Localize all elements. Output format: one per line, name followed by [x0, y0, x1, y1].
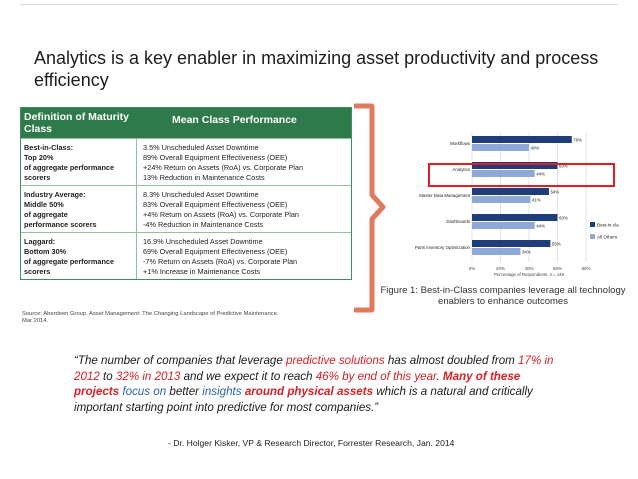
class-line: of aggregate performance [24, 257, 115, 266]
bar [472, 170, 535, 177]
category-label: Analytics [452, 167, 470, 172]
category-label: Master Data Management [419, 193, 471, 198]
table-row: Industry Average: Middle 50% of aggregat… [21, 185, 351, 232]
class-line: of aggregate performance [24, 163, 115, 172]
quote-text: “The number of companies that leverage p… [74, 353, 554, 415]
quote-highlight: around physical assets [244, 385, 374, 398]
legend-swatch [590, 222, 595, 227]
class-line: Laggard: [24, 237, 56, 246]
metric-line: 13% Reduction in Maintenance Costs [143, 173, 265, 182]
bar [472, 222, 535, 229]
quote-highlight: predictive solutions [286, 354, 385, 367]
metric-line: 8.3% Unscheduled Asset Downtime [143, 190, 259, 199]
table-header: Definition of Maturity Class Mean Class … [21, 108, 351, 138]
maturity-table: Definition of Maturity Class Mean Class … [20, 107, 352, 280]
quote-segment: better [166, 385, 203, 398]
class-cell: Laggard: Bottom 30% of aggregate perform… [21, 233, 137, 279]
bar [472, 188, 549, 195]
x-tick-label: 20% [496, 266, 505, 271]
data-label: 44% [536, 172, 545, 177]
class-line: Industry Average: [24, 190, 86, 199]
category-label: Dashboards [446, 219, 470, 224]
data-label: 55% [552, 242, 561, 247]
class-line: Top 20% [24, 153, 54, 162]
class-line: Middle 50% [24, 200, 64, 209]
metric-line: -7% Return on Assets (RoA) vs. Corporate… [143, 257, 298, 266]
data-label: 54% [550, 190, 559, 195]
data-label: 41% [532, 198, 541, 203]
table-source-note: Source: Aberdeen Group. Asset Management… [22, 311, 279, 324]
metric-line: 16.9% Unscheduled Asset Downtime [143, 237, 263, 246]
quote-highlight: Many of these projects [74, 369, 521, 399]
top-rule [20, 4, 618, 5]
header-maturity-class: Definition of Maturity Class [24, 111, 129, 135]
quote-highlight: focus on [122, 385, 167, 398]
quote-segment: has almost doubled from [384, 354, 519, 367]
metric-line: 89% Overall Equipment Effectiveness (OEE… [143, 153, 288, 162]
quote-segment: “The number of companies that leverage [74, 354, 287, 367]
bracket-graphic [354, 103, 386, 313]
class-line: performance scorers [24, 220, 97, 229]
category-label: Workflows [450, 141, 471, 146]
x-tick-label: 0% [469, 266, 476, 271]
x-tick-label: 60% [553, 266, 562, 271]
bar [472, 162, 558, 169]
class-line: scorers [24, 267, 51, 276]
slide-title: Analytics is a key enabler in maximizing… [34, 48, 599, 90]
bar [472, 196, 531, 203]
class-line: Bottom 30% [24, 247, 67, 256]
metric-line: +24% Return on Assets (RoA) vs. Corporat… [143, 163, 304, 172]
data-label: 34% [522, 250, 531, 255]
class-line: scorers [24, 173, 51, 182]
x-axis-title: Percentage of Respondents, n = 149 [494, 272, 565, 277]
data-label: 60% [559, 164, 568, 169]
class-cell: Best-in-Class: Top 20% of aggregate perf… [21, 139, 137, 185]
legend-label: Best-in-class [597, 223, 619, 228]
table-row: Best-in-Class: Top 20% of aggregate perf… [21, 138, 351, 185]
quote-highlight: insights [202, 385, 242, 398]
quote-attribution: - Dr. Holger Kisker, VP & Research Direc… [168, 438, 455, 448]
metrics-cell: 8.3% Unscheduled Asset Downtime 83% Over… [137, 186, 351, 232]
quote-segment: . [436, 369, 443, 383]
metric-line: 3.5% Unscheduled Asset Downtime [143, 143, 259, 152]
metric-line: +1% Increase in Maintenance Costs [143, 267, 261, 276]
bar [472, 144, 529, 151]
class-line: Best-in-Class: [24, 143, 74, 152]
bar [472, 136, 572, 143]
legend-swatch [590, 234, 595, 239]
bar [472, 248, 521, 255]
class-line: of aggregate [24, 210, 68, 219]
bar [472, 214, 558, 221]
figure-caption: Figure 1: Best-in-Class companies levera… [380, 285, 626, 307]
x-tick-label: 80% [581, 266, 590, 271]
data-label: 44% [536, 224, 545, 229]
quote-segment: and we expect it to reach [180, 369, 316, 383]
data-label: 40% [531, 146, 540, 151]
bar-chart: 0% 20% 40% 60% 80% Percentage of Respondents,… [414, 132, 619, 277]
x-tick-label: 40% [524, 266, 533, 271]
analytics-highlight-frame [428, 163, 615, 187]
quote-segment: to [99, 369, 116, 383]
metric-line: 69% Overall Equipment Effectiveness (OEE… [143, 247, 288, 256]
metrics-cell: 16.9% Unscheduled Asset Downtime 69% Ove… [137, 233, 351, 279]
class-cell: Industry Average: Middle 50% of aggregat… [21, 186, 137, 232]
quote-highlight: 32% in 2013 [115, 369, 181, 383]
header-mean-performance: Mean Class Performance [172, 114, 297, 126]
bar [472, 240, 551, 247]
metric-line: 83% Overall Equipment Effectiveness (OEE… [143, 200, 288, 209]
quote-segment: which is a natural and critically import… [74, 385, 533, 414]
metric-line: +4% Return on Assets (RoA) vs. Corporate… [143, 210, 299, 219]
quote-highlight: 17% in 2012 [74, 354, 554, 383]
category-label: Spare Parts Inventory Optimization [414, 245, 471, 250]
metrics-cell: 3.5% Unscheduled Asset Downtime 89% Over… [137, 139, 351, 185]
table-row: Laggard: Bottom 30% of aggregate perform… [21, 232, 351, 279]
data-label: 60% [559, 216, 568, 221]
legend-label: All Others [597, 235, 618, 240]
data-label: 70% [573, 138, 582, 143]
quote-highlight: 46% by end of this year [315, 369, 437, 383]
metric-line: -4% Reduction in Maintenance Costs [143, 220, 264, 229]
